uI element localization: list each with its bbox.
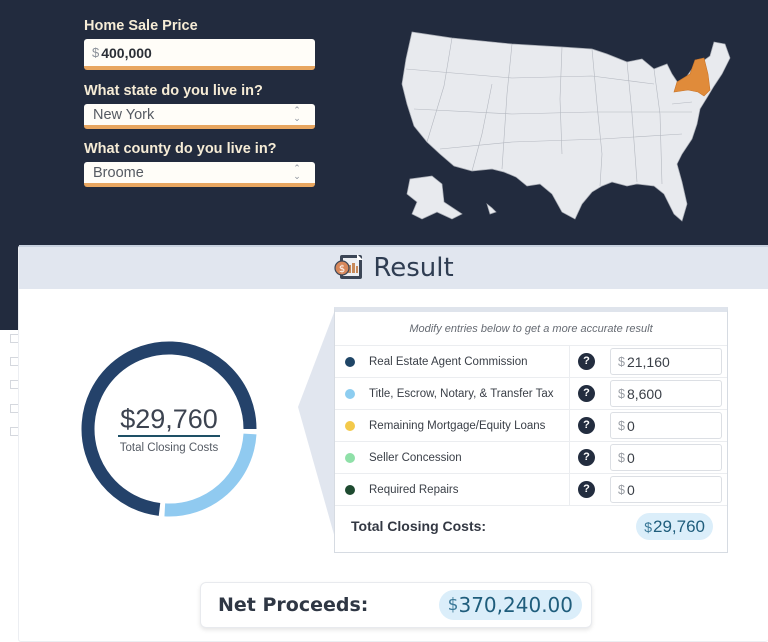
currency-symbol: $ [618,354,625,369]
state-value: New York [93,106,155,123]
new-york-highlight [673,57,711,97]
currency-symbol: $ [618,450,625,465]
hawaii [486,203,497,215]
divider [569,442,570,473]
closing-costs-table: Modify entries below to get a more accur… [334,307,728,553]
currency-symbol: $ [618,386,625,401]
left-gutter [0,330,19,642]
legend-dot [345,420,355,431]
contiguous-us [401,31,731,222]
table-row: Required Repairs ? $0 [335,474,727,506]
divider [569,410,570,441]
table-row: Seller Concession ? $0 [335,442,727,474]
legend-dot [345,356,355,367]
table-hint: Modify entries below to get a more accur… [335,312,727,346]
divider [569,346,570,377]
row-label: Seller Concession [369,451,462,464]
row-label: Required Repairs [369,483,459,496]
seller-concession-input[interactable]: $0 [610,444,722,471]
amount-value: 0 [626,449,635,466]
currency-symbol: $ [447,595,459,615]
net-proceeds-value: 370,240.00 [458,593,573,617]
gutter-marker [10,380,19,389]
amount-value: 0 [626,417,635,434]
closing-cost-donut-chart: $29,760 Total Closing Costs [81,341,257,517]
table-row: Title, Escrow, Notary, & Transfer Tax ? … [335,378,727,410]
help-icon[interactable]: ? [578,385,595,402]
title-escrow-input[interactable]: $8,600 [610,380,722,407]
legend-dot [345,484,355,495]
help-icon[interactable]: ? [578,353,595,370]
state-label: What state do you live in? [84,83,263,99]
divider [569,378,570,409]
result-card: $ Result $29,760 Total Closing Costs Mod… [18,245,768,642]
divider [569,474,570,505]
input-form: Home Sale Price $ 400,000 What state do … [84,18,315,199]
county-label: What county do you live in? [84,141,277,157]
legend-dot [345,388,355,399]
result-header: $ Result [19,245,768,289]
us-map[interactable] [392,14,742,229]
svg-text:$: $ [339,264,345,275]
gutter-marker [10,427,19,436]
currency-symbol: $ [92,45,100,60]
currency-symbol: $ [644,518,652,535]
amount-value: 8,600 [626,385,662,402]
result-title: Result [373,253,454,283]
gutter-marker [10,404,19,413]
alaska [406,175,463,220]
donut-total-amount: $29,760 [118,404,220,437]
county-value: Broome [93,164,144,181]
gutter-marker [10,357,19,366]
gutter-marker [10,334,19,343]
state-select[interactable]: New York ⌃ ⌄ [84,104,315,129]
donut-caption: Total Closing Costs [119,442,219,454]
select-arrows-icon: ⌃ ⌄ [293,105,301,123]
help-icon[interactable]: ? [578,417,595,434]
currency-symbol: $ [618,418,625,433]
table-row: Real Estate Agent Commission ? $21,160 [335,346,727,378]
row-label: Title, Escrow, Notary, & Transfer Tax [369,387,554,400]
total-row: Total Closing Costs: $29,760 [335,506,727,546]
price-value: 400,000 [101,44,152,61]
net-proceeds-box: Net Proceeds: $370,240.00 [200,582,592,628]
required-repairs-input[interactable]: $0 [610,476,722,503]
home-sale-price-input[interactable]: $ 400,000 [84,39,315,70]
legend-dot [345,452,355,463]
table-row: Remaining Mortgage/Equity Loans ? $0 [335,410,727,442]
net-proceeds-label: Net Proceeds: [218,594,369,616]
net-proceeds-badge: $370,240.00 [438,590,582,620]
row-label: Remaining Mortgage/Equity Loans [369,419,546,432]
help-icon[interactable]: ? [578,449,595,466]
county-select[interactable]: Broome ⌃ ⌄ [84,162,315,187]
price-label: Home Sale Price [84,18,198,34]
total-amount-badge: $29,760 [636,513,713,540]
pointer-arrow [298,310,335,538]
agent-commission-input[interactable]: $21,160 [610,348,722,375]
currency-symbol: $ [618,482,625,497]
total-value: 29,760 [653,516,705,536]
total-label: Total Closing Costs: [351,518,487,534]
select-arrows-icon: ⌃ ⌄ [293,163,301,181]
amount-value: 21,160 [626,353,670,370]
amount-value: 0 [626,481,635,498]
row-label: Real Estate Agent Commission [369,355,528,368]
calculator-report-icon: $ [334,254,364,279]
mortgage-loans-input[interactable]: $0 [610,412,722,439]
help-icon[interactable]: ? [578,481,595,498]
